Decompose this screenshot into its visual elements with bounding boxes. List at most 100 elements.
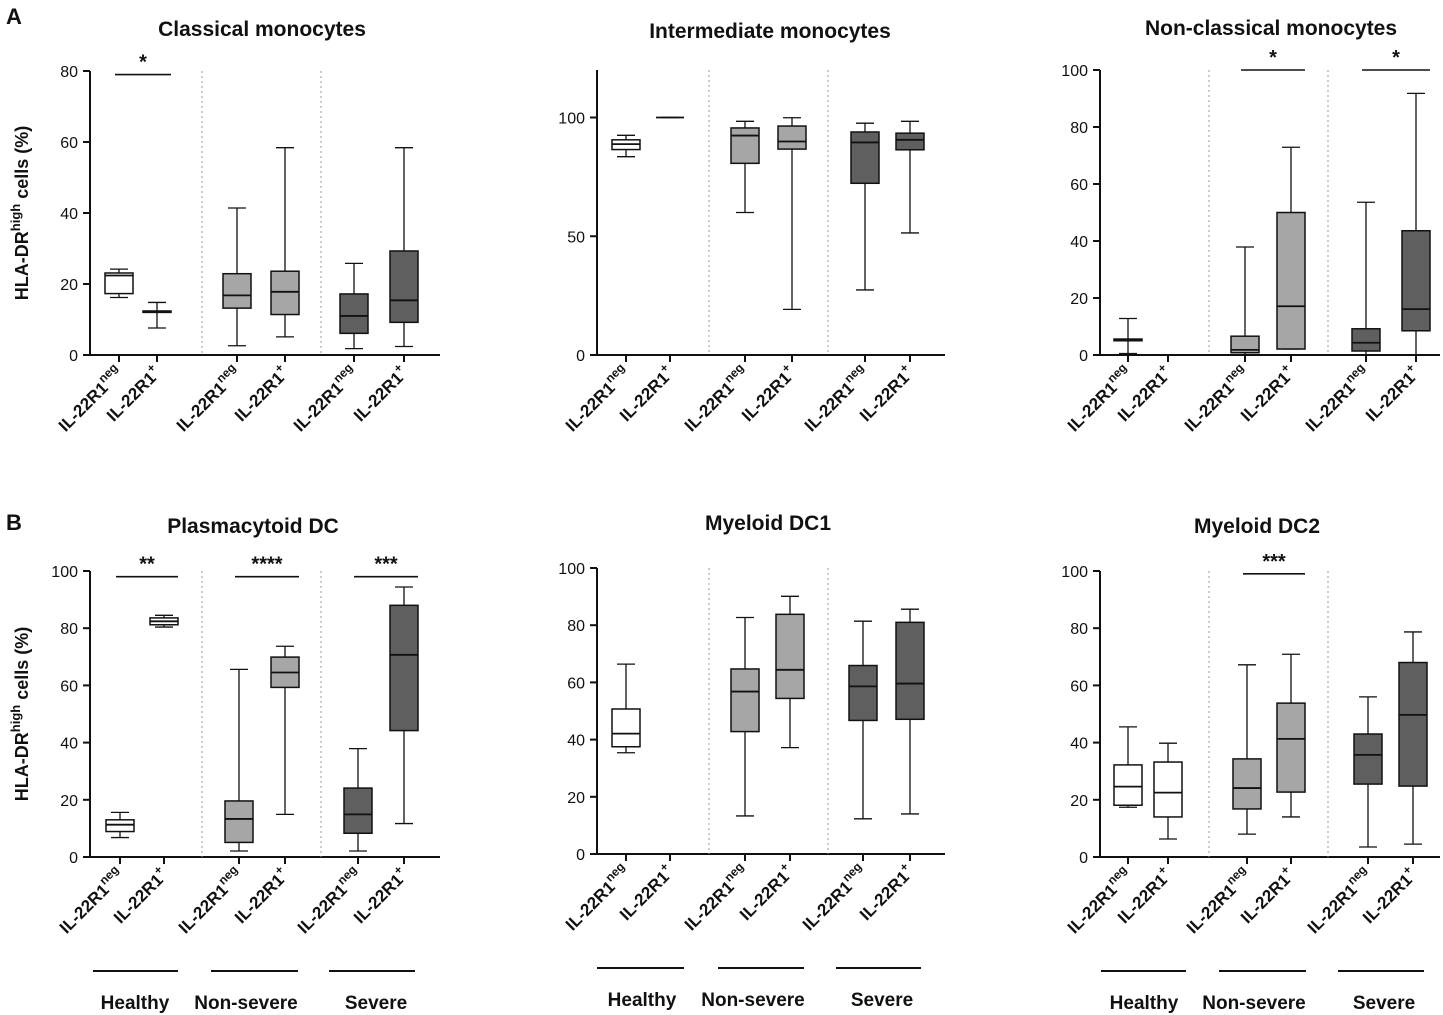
y-axis-label-bottom: HLA-DRhigh cells (%) bbox=[8, 627, 32, 801]
plasmacytoid-dc-ytick-label-100: 100 bbox=[51, 564, 78, 581]
category-main-text: IL-22R1 bbox=[56, 880, 113, 937]
category-main-text: IL-22R1 bbox=[1237, 368, 1294, 425]
plasmacytoid-dc-box-1 bbox=[105, 811, 135, 839]
myeloid-dc2-category-label-5: IL-22R1neg bbox=[1301, 863, 1376, 938]
iqr-box bbox=[343, 787, 373, 835]
myeloid-dc1-title: Myeloid DC1 bbox=[705, 512, 831, 535]
non-classical-monocytes-box-1 bbox=[1113, 317, 1143, 355]
category-main-text: IL-22R1 bbox=[801, 378, 858, 435]
category-main-text: IL-22R1 bbox=[1181, 378, 1238, 435]
iqr-box bbox=[270, 270, 300, 316]
intermediate-monocytes-box-6 bbox=[895, 120, 925, 234]
category-main-text: IL-22R1 bbox=[350, 368, 407, 425]
iqr-box bbox=[1276, 211, 1306, 350]
plasmacytoid-dc-title: Plasmacytoid DC bbox=[167, 515, 339, 538]
y-axis-label-text: HLA-DRhigh cells (%) bbox=[8, 627, 32, 801]
non-classical-monocytes-category-label-3: IL-22R1neg bbox=[1178, 361, 1253, 436]
plasmacytoid-dc-box-3 bbox=[224, 668, 254, 852]
classical-monocytes-ytick-label-40: 40 bbox=[60, 206, 78, 223]
iqr-box bbox=[848, 664, 878, 722]
myeloid-dc2-title: Myeloid DC2 bbox=[1194, 515, 1320, 538]
myeloid-dc2-box-4 bbox=[1276, 653, 1306, 818]
category-main-text: IL-22R1 bbox=[173, 378, 230, 435]
non-classical-monocytes-ytick-label-40: 40 bbox=[1070, 234, 1088, 251]
classical-monocytes-category-label-5: IL-22R1neg bbox=[287, 361, 362, 436]
category-main-text: IL-22R1 bbox=[294, 880, 351, 937]
non-classical-monocytes-significance-label-2: * bbox=[1392, 47, 1400, 69]
classical-monocytes-box-4 bbox=[270, 147, 300, 338]
intermediate-monocytes-title: Intermediate monocytes bbox=[649, 20, 891, 43]
non-classical-monocytes-category-label-5: IL-22R1neg bbox=[1299, 361, 1374, 436]
iqr-box bbox=[1230, 335, 1260, 354]
iqr-box bbox=[1353, 733, 1383, 785]
group-label-healthy: Healthy bbox=[608, 990, 677, 1011]
classical-monocytes-title: Classical monocytes bbox=[158, 18, 366, 41]
iqr-box bbox=[224, 800, 254, 844]
category-main-text: IL-22R1 bbox=[231, 870, 288, 927]
non-classical-monocytes-ytick-label-0: 0 bbox=[1079, 348, 1088, 365]
category-main-text: IL-22R1 bbox=[736, 867, 793, 924]
classical-monocytes-box-2 bbox=[142, 301, 172, 329]
intermediate-monocytes-ytick-label-0: 0 bbox=[576, 348, 585, 365]
y-axis-label-text: HLA-DRhigh cells (%) bbox=[8, 126, 32, 300]
y-axis-label-top: HLA-DRhigh cells (%) bbox=[8, 126, 32, 300]
panel-letter-b: B bbox=[6, 510, 22, 535]
myeloid-dc1-ytick-label-40: 40 bbox=[567, 733, 585, 750]
myeloid-dc2-box-3 bbox=[1232, 664, 1262, 835]
ylabel-superscript: high bbox=[8, 705, 23, 732]
category-main-text: IL-22R1 bbox=[562, 378, 619, 435]
group-labels: Healthy Non-severe Severe Healthy Non-severe… bbox=[93, 967, 1424, 1014]
plasmacytoid-dc-ytick-label-60: 60 bbox=[60, 678, 78, 695]
iqr-box bbox=[1232, 758, 1262, 810]
group-label-severe: Severe bbox=[851, 990, 913, 1011]
myeloid-dc1-box-4 bbox=[775, 595, 805, 749]
plasmacytoid-dc-category-label-5: IL-22R1neg bbox=[291, 863, 366, 938]
chart-intermediate-monocytes: Intermediate monocytes050100IL-22R1negIL… bbox=[558, 20, 945, 435]
myeloid-dc2-category-label-3: IL-22R1neg bbox=[1180, 863, 1255, 938]
iqr-box bbox=[104, 272, 134, 295]
classical-monocytes-significance-label-1: * bbox=[139, 52, 147, 74]
category-main-text: IL-22R1 bbox=[1237, 870, 1294, 927]
classical-monocytes-category-label-3: IL-22R1neg bbox=[170, 361, 245, 436]
non-classical-monocytes-category-label-1: IL-22R1neg bbox=[1061, 361, 1136, 436]
ylabel-superscript: high bbox=[8, 204, 23, 231]
classical-monocytes-box-5 bbox=[339, 262, 369, 350]
ylabel-tail: cells (%) bbox=[12, 627, 32, 705]
iqr-box bbox=[775, 613, 805, 700]
category-main-text: IL-22R1 bbox=[799, 877, 856, 934]
myeloid-dc1-box-1 bbox=[611, 663, 641, 754]
iqr-box bbox=[1401, 229, 1431, 332]
group-label-healthy: Healthy bbox=[101, 993, 170, 1014]
intermediate-monocytes-box-5 bbox=[850, 122, 880, 291]
plasmacytoid-dc-significance-label-1: ** bbox=[139, 554, 155, 576]
plasmacytoid-dc-significance-label-2: **** bbox=[251, 554, 282, 576]
iqr-box bbox=[222, 272, 252, 309]
category-main-text: IL-22R1 bbox=[55, 378, 112, 435]
group-label-healthy: Healthy bbox=[1110, 993, 1179, 1014]
category-main-text: IL-22R1 bbox=[1183, 880, 1240, 937]
myeloid-dc1-ytick-label-0: 0 bbox=[576, 847, 585, 864]
group-label-non-severe: Non-severe bbox=[1202, 993, 1306, 1014]
group-label-non-severe: Non-severe bbox=[194, 993, 298, 1014]
ylabel-main: HLA-DR bbox=[12, 732, 32, 801]
plasmacytoid-dc-box-5 bbox=[343, 747, 373, 852]
iqr-box bbox=[895, 132, 925, 151]
group-label-severe: Severe bbox=[345, 993, 407, 1014]
iqr-box bbox=[850, 131, 880, 185]
intermediate-monocytes-box-1 bbox=[611, 134, 641, 158]
non-classical-monocytes-significance-label-1: * bbox=[1269, 47, 1277, 69]
category-main-text: IL-22R1 bbox=[1302, 378, 1359, 435]
category-main-text: IL-22R1 bbox=[1064, 880, 1121, 937]
classical-monocytes-category-label-6: IL-22R1+ bbox=[347, 361, 412, 426]
classical-monocytes-box-3 bbox=[222, 207, 252, 347]
non-classical-monocytes-box-4 bbox=[1276, 146, 1306, 350]
non-classical-monocytes-ytick-label-60: 60 bbox=[1070, 177, 1088, 194]
myeloid-dc2-ytick-label-60: 60 bbox=[1070, 678, 1088, 695]
classical-monocytes-box-6 bbox=[389, 147, 419, 348]
chart-classical-monocytes: Classical monocytes020406080IL-22R1negIL… bbox=[55, 18, 440, 436]
non-classical-monocytes-ytick-label-20: 20 bbox=[1070, 291, 1088, 308]
myeloid-dc1-category-label-3: IL-22R1neg bbox=[678, 860, 753, 935]
group-label-non-severe: Non-severe bbox=[701, 990, 805, 1011]
myeloid-dc2-box-5 bbox=[1353, 696, 1383, 848]
category-main-text: IL-22R1 bbox=[681, 877, 738, 934]
